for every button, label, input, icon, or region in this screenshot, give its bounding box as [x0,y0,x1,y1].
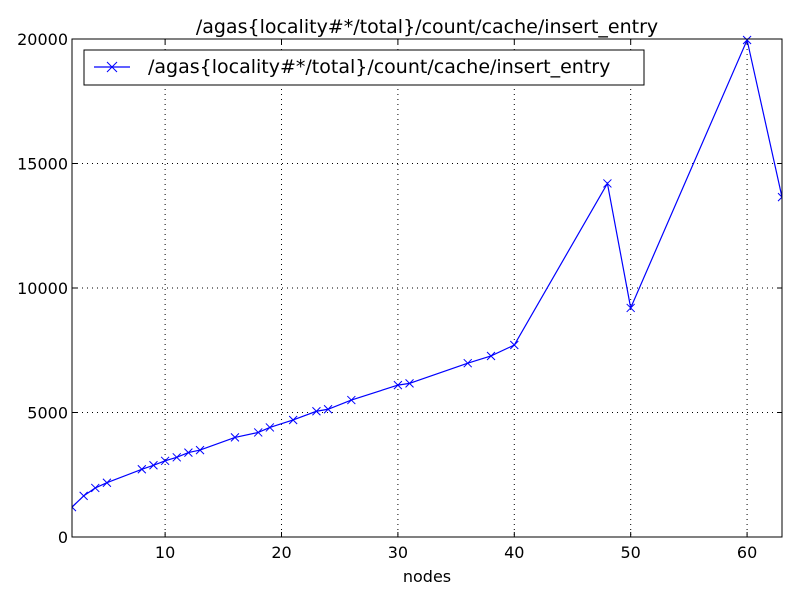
x-axis-label: nodes [403,567,451,586]
data-point-marker [184,448,193,457]
data-point-marker [137,464,147,474]
data-point-marker [172,452,182,462]
data-point-marker [288,415,298,425]
series-group [72,35,782,512]
data-point-marker [312,406,321,416]
y-tick-label: 5000 [27,404,68,423]
x-tick-label: 50 [621,543,641,562]
data-point-marker [72,502,77,512]
y-tick-label: 10000 [17,279,68,298]
data-point-marker [195,445,205,455]
data-point-marker [463,358,473,368]
data-point-marker [90,483,100,493]
data-point-marker [742,35,752,45]
legend-box [83,49,645,86]
series-line [72,38,782,508]
x-tick-label: 10 [155,543,175,562]
data-point-marker [509,340,519,350]
data-point-marker [265,423,275,432]
data-point-marker [253,428,263,437]
legend: /agas{locality#*/total}/count/cache/inse… [83,49,645,86]
x-tick-label: 40 [504,543,524,562]
plot-frame [71,38,783,538]
data-point-marker [777,192,782,202]
data-point-marker [149,460,158,470]
x-tick-label: 60 [737,543,757,562]
series [72,35,782,512]
data-point-marker [230,433,240,442]
x-tick-label: 20 [271,543,291,562]
data-point-marker [393,380,403,390]
data-point-marker [405,379,414,388]
data-point-marker [603,179,612,188]
chart-title: /agas{locality#*/total}/count/cache/inse… [196,16,658,38]
data-point-marker [486,351,496,361]
legend-label: /agas{locality#*/total}/count/cache/inse… [148,56,610,78]
y-tick-label: 15000 [17,155,68,174]
grid [72,38,782,538]
y-tick-label: 0 [58,528,68,547]
y-tick-label: 20000 [17,30,68,49]
x-tick-label: 30 [388,543,408,562]
data-point-marker [346,395,356,405]
data-point-marker [626,303,636,313]
data-point-marker [79,491,88,501]
legend-marker-x-icon [106,61,118,73]
data-point-marker [160,456,170,466]
axis-ticks: 10 20 30 40 50 60 0 5000 10000 15000 20000 [17,30,782,562]
data-point-marker [102,478,112,488]
data-point-marker [323,404,333,414]
